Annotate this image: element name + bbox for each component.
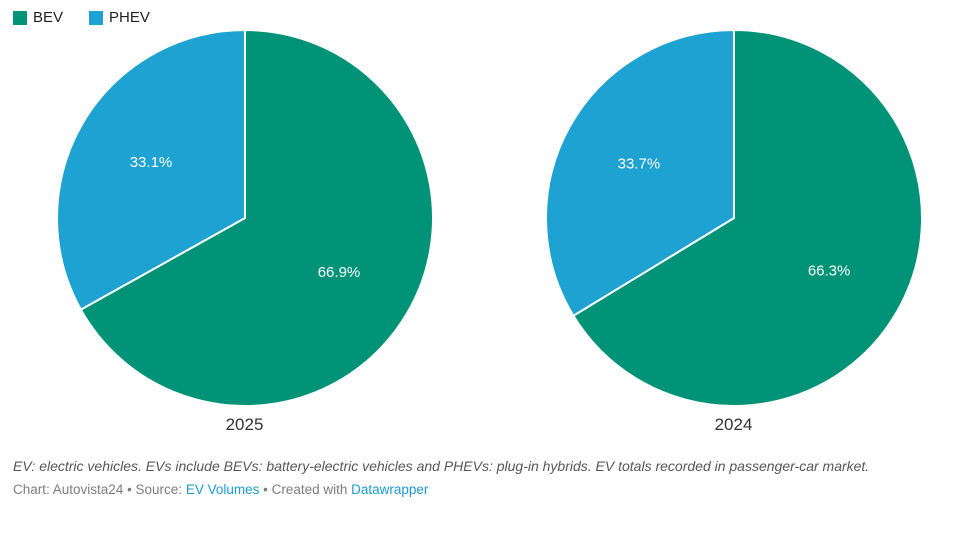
pie-chart-2024: 66.3% 33.7% 2024: [489, 28, 978, 435]
pie-2025-slice-phev: [55, 29, 246, 311]
legend-label-bev: BEV: [33, 9, 64, 26]
year-caption-2024: 2024: [714, 415, 753, 434]
attribution-prefix: Chart: Autovista24 • Source:: [13, 482, 186, 498]
pie-charts-row: 66.9% 33.1% 2025 66.3% 33.7% 2024: [0, 28, 978, 435]
pie-2024-slice-bev: [571, 29, 923, 407]
legend-item-bev: BEV: [13, 9, 63, 26]
pie-2025-label-bev: 66.9%: [317, 264, 360, 281]
pie-2024-label-bev: 66.3%: [807, 262, 850, 279]
phev-color-swatch: [89, 10, 104, 25]
pie-2025-slice-bev: [79, 29, 434, 407]
bev-color-swatch: [13, 10, 27, 25]
pie-2024-slice-phev: [544, 29, 735, 317]
chart-legend: BEV PHEV: [0, 0, 978, 26]
pie-2025-label-phev: 33.1%: [129, 154, 172, 171]
pie-2025-svg: 66.9% 33.1%: [55, 29, 434, 407]
pie-2024-label-phev: 33.7%: [617, 156, 660, 173]
pie-chart-2025: 66.9% 33.1% 2025: [0, 28, 489, 435]
source-link[interactable]: EV Volumes: [185, 482, 260, 498]
chart-footer: EV: electric vehicles. EVs include BEVs:…: [0, 435, 978, 497]
attribution-middle: • Created with: [259, 482, 352, 498]
footer-note: EV: electric vehicles. EVs include BEVs:…: [13, 458, 870, 474]
year-caption-2025: 2025: [225, 415, 264, 434]
datawrapper-link[interactable]: Datawrapper: [351, 482, 429, 498]
footer-attribution: Chart: Autovista24 • Source: EV Volumes …: [13, 482, 965, 497]
legend-item-phev: PHEV: [89, 9, 150, 26]
pie-2024-svg: 66.3% 33.7%: [544, 29, 923, 407]
legend-label-phev: PHEV: [109, 9, 150, 26]
